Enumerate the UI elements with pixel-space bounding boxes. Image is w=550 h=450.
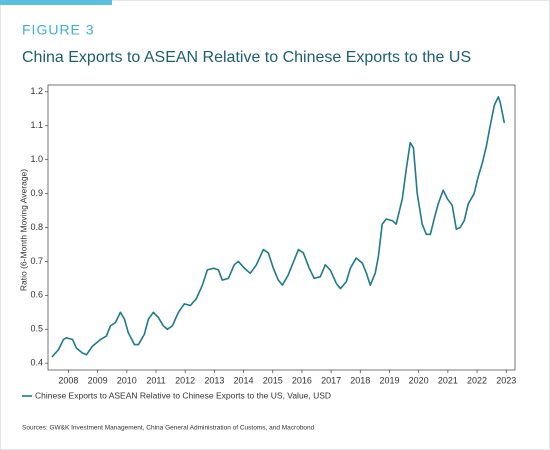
y-tick-label: 0.4 [30, 358, 43, 368]
x-tick-label: 2023 [496, 375, 516, 385]
x-tick-label: 2011 [146, 375, 165, 385]
y-tick-label: 0.8 [30, 222, 43, 232]
y-tick-label: 1.1 [30, 120, 43, 130]
x-tick-label: 2016 [292, 375, 312, 385]
x-tick-label: 2018 [350, 375, 370, 385]
x-tick-label: 2019 [379, 375, 399, 385]
x-tick-label: 2012 [175, 375, 195, 385]
data-line [51, 96, 506, 358]
x-tick-label: 2021 [438, 375, 458, 385]
x-tick-label: 2017 [321, 375, 341, 385]
x-tick-label: 2010 [117, 375, 137, 385]
y-axis-label: Ratio (6-Month Moving Average) [18, 169, 28, 291]
x-tick-label: 2009 [88, 375, 108, 385]
x-tick-label: 2015 [263, 375, 283, 385]
legend-label: Chinese Exports to ASEAN Relative to Chi… [35, 390, 331, 400]
x-tick-label: 2020 [409, 375, 429, 385]
chart-title: China Exports to ASEAN Relative to Chine… [22, 49, 471, 66]
x-tick-label: 2013 [204, 375, 224, 385]
y-tick-label: 1.0 [30, 154, 43, 164]
y-tick-label: 0.9 [30, 188, 43, 198]
accent-bar [0, 0, 112, 5]
x-tick-label: 2014 [234, 375, 254, 385]
x-tick-label: 2008 [58, 375, 78, 385]
y-tick-label: 0.6 [30, 290, 43, 300]
y-tick-label: 1.2 [30, 86, 43, 96]
figure-label: FIGURE 3 [22, 22, 95, 38]
y-tick-label: 0.7 [30, 256, 43, 266]
x-tick-label: 2022 [467, 375, 487, 385]
source-note: Sources: GW&K Investment Management, Chi… [22, 425, 315, 432]
y-tick-label: 0.5 [30, 324, 43, 334]
